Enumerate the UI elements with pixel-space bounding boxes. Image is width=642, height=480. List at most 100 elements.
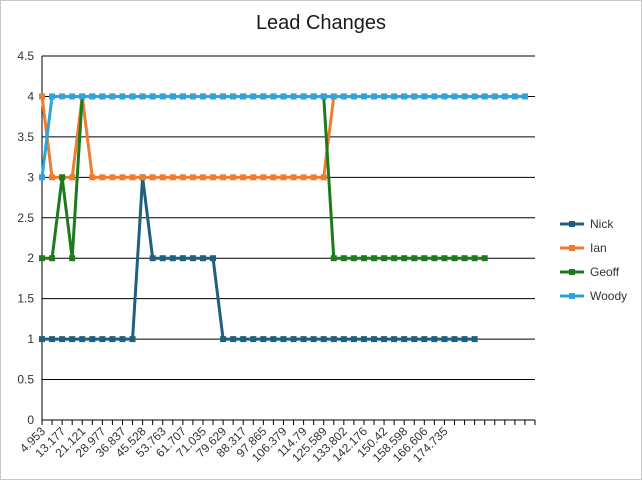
data-point-woody — [511, 93, 518, 100]
data-point-nick — [69, 336, 76, 343]
data-point-geoff — [391, 255, 398, 262]
data-point-ian — [189, 174, 196, 181]
legend-swatch-marker — [569, 221, 575, 227]
data-point-ian — [230, 174, 237, 181]
data-point-geoff — [411, 255, 418, 262]
data-point-woody — [491, 93, 498, 100]
data-point-woody — [391, 93, 398, 100]
data-point-nick — [411, 336, 418, 343]
y-tick-label: 4 — [27, 89, 34, 103]
y-tick-label: 3.5 — [17, 130, 34, 144]
data-point-woody — [441, 93, 448, 100]
data-point-woody — [79, 93, 86, 100]
data-point-ian — [89, 174, 96, 181]
data-point-geoff — [481, 255, 488, 262]
data-point-geoff — [441, 255, 448, 262]
data-point-geoff — [461, 255, 468, 262]
x-tick-labels: 4.95313.17721.12128.97736.83745.52853.76… — [17, 424, 451, 465]
data-point-nick — [371, 336, 378, 343]
y-tick-label: 0.5 — [17, 373, 34, 387]
data-point-nick — [310, 336, 317, 343]
data-point-nick — [39, 336, 45, 343]
data-point-woody — [461, 93, 468, 100]
data-point-woody — [139, 93, 146, 100]
data-point-nick — [179, 255, 186, 262]
data-point-nick — [79, 336, 86, 343]
data-point-woody — [401, 93, 408, 100]
data-point-woody — [260, 93, 267, 100]
data-point-woody — [350, 93, 357, 100]
data-point-ian — [320, 174, 327, 181]
data-point-nick — [109, 336, 116, 343]
data-point-nick — [189, 255, 196, 262]
data-point-nick — [89, 336, 96, 343]
data-point-nick — [421, 336, 428, 343]
data-point-woody — [381, 93, 388, 100]
data-point-woody — [129, 93, 136, 100]
data-point-woody — [411, 93, 418, 100]
data-point-geoff — [49, 255, 56, 262]
y-tick-labels: 0 0.5 1 1.5 2 2.5 3 3.5 4 4.5 — [17, 49, 34, 427]
data-point-geoff — [471, 255, 478, 262]
data-point-ian — [300, 174, 307, 181]
data-point-ian — [179, 174, 186, 181]
data-point-woody — [521, 93, 528, 100]
data-point-woody — [250, 93, 257, 100]
data-point-nick — [350, 336, 357, 343]
data-point-nick — [149, 255, 156, 262]
data-point-nick — [320, 336, 327, 343]
data-point-ian — [199, 174, 206, 181]
data-point-ian — [250, 174, 257, 181]
data-point-woody — [481, 93, 488, 100]
legend-label: Ian — [590, 241, 607, 255]
data-point-woody — [89, 93, 96, 100]
legend-label: Geoff — [590, 265, 620, 279]
data-point-ian — [210, 174, 217, 181]
data-point-woody — [230, 93, 237, 100]
y-tick-label: 2.5 — [17, 211, 34, 225]
data-point-geoff — [401, 255, 408, 262]
data-point-ian — [69, 174, 76, 181]
data-point-nick — [220, 336, 227, 343]
data-point-nick — [441, 336, 448, 343]
data-point-woody — [280, 93, 287, 100]
data-point-woody — [119, 93, 126, 100]
y-tick-label: 3 — [27, 170, 34, 184]
legend-swatch-marker — [569, 269, 575, 275]
legend-swatch-marker — [569, 293, 575, 299]
data-point-woody — [471, 93, 478, 100]
data-point-nick — [300, 336, 307, 343]
data-point-woody — [360, 93, 367, 100]
data-point-nick — [401, 336, 408, 343]
data-point-nick — [99, 336, 106, 343]
data-point-nick — [129, 336, 136, 343]
data-point-woody — [210, 93, 217, 100]
y-tick-label: 2 — [27, 251, 34, 265]
data-point-woody — [451, 93, 458, 100]
data-point-nick — [391, 336, 398, 343]
data-point-woody — [59, 93, 66, 100]
data-point-ian — [109, 174, 116, 181]
data-point-woody — [371, 93, 378, 100]
data-point-nick — [270, 336, 277, 343]
data-point-woody — [220, 93, 227, 100]
data-point-nick — [260, 336, 267, 343]
data-point-ian — [129, 174, 136, 181]
data-point-geoff — [381, 255, 388, 262]
data-point-nick — [169, 255, 176, 262]
data-point-woody — [169, 93, 176, 100]
data-point-nick — [471, 336, 478, 343]
data-point-nick — [210, 255, 217, 262]
data-point-ian — [310, 174, 317, 181]
data-point-nick — [119, 336, 126, 343]
data-point-ian — [280, 174, 287, 181]
data-point-nick — [330, 336, 337, 343]
data-point-geoff — [360, 255, 367, 262]
y-tick-label: 0 — [27, 413, 34, 427]
data-point-woody — [310, 93, 317, 100]
legend-label: Woody — [590, 289, 627, 303]
data-point-woody — [109, 93, 116, 100]
data-point-geoff — [451, 255, 458, 262]
